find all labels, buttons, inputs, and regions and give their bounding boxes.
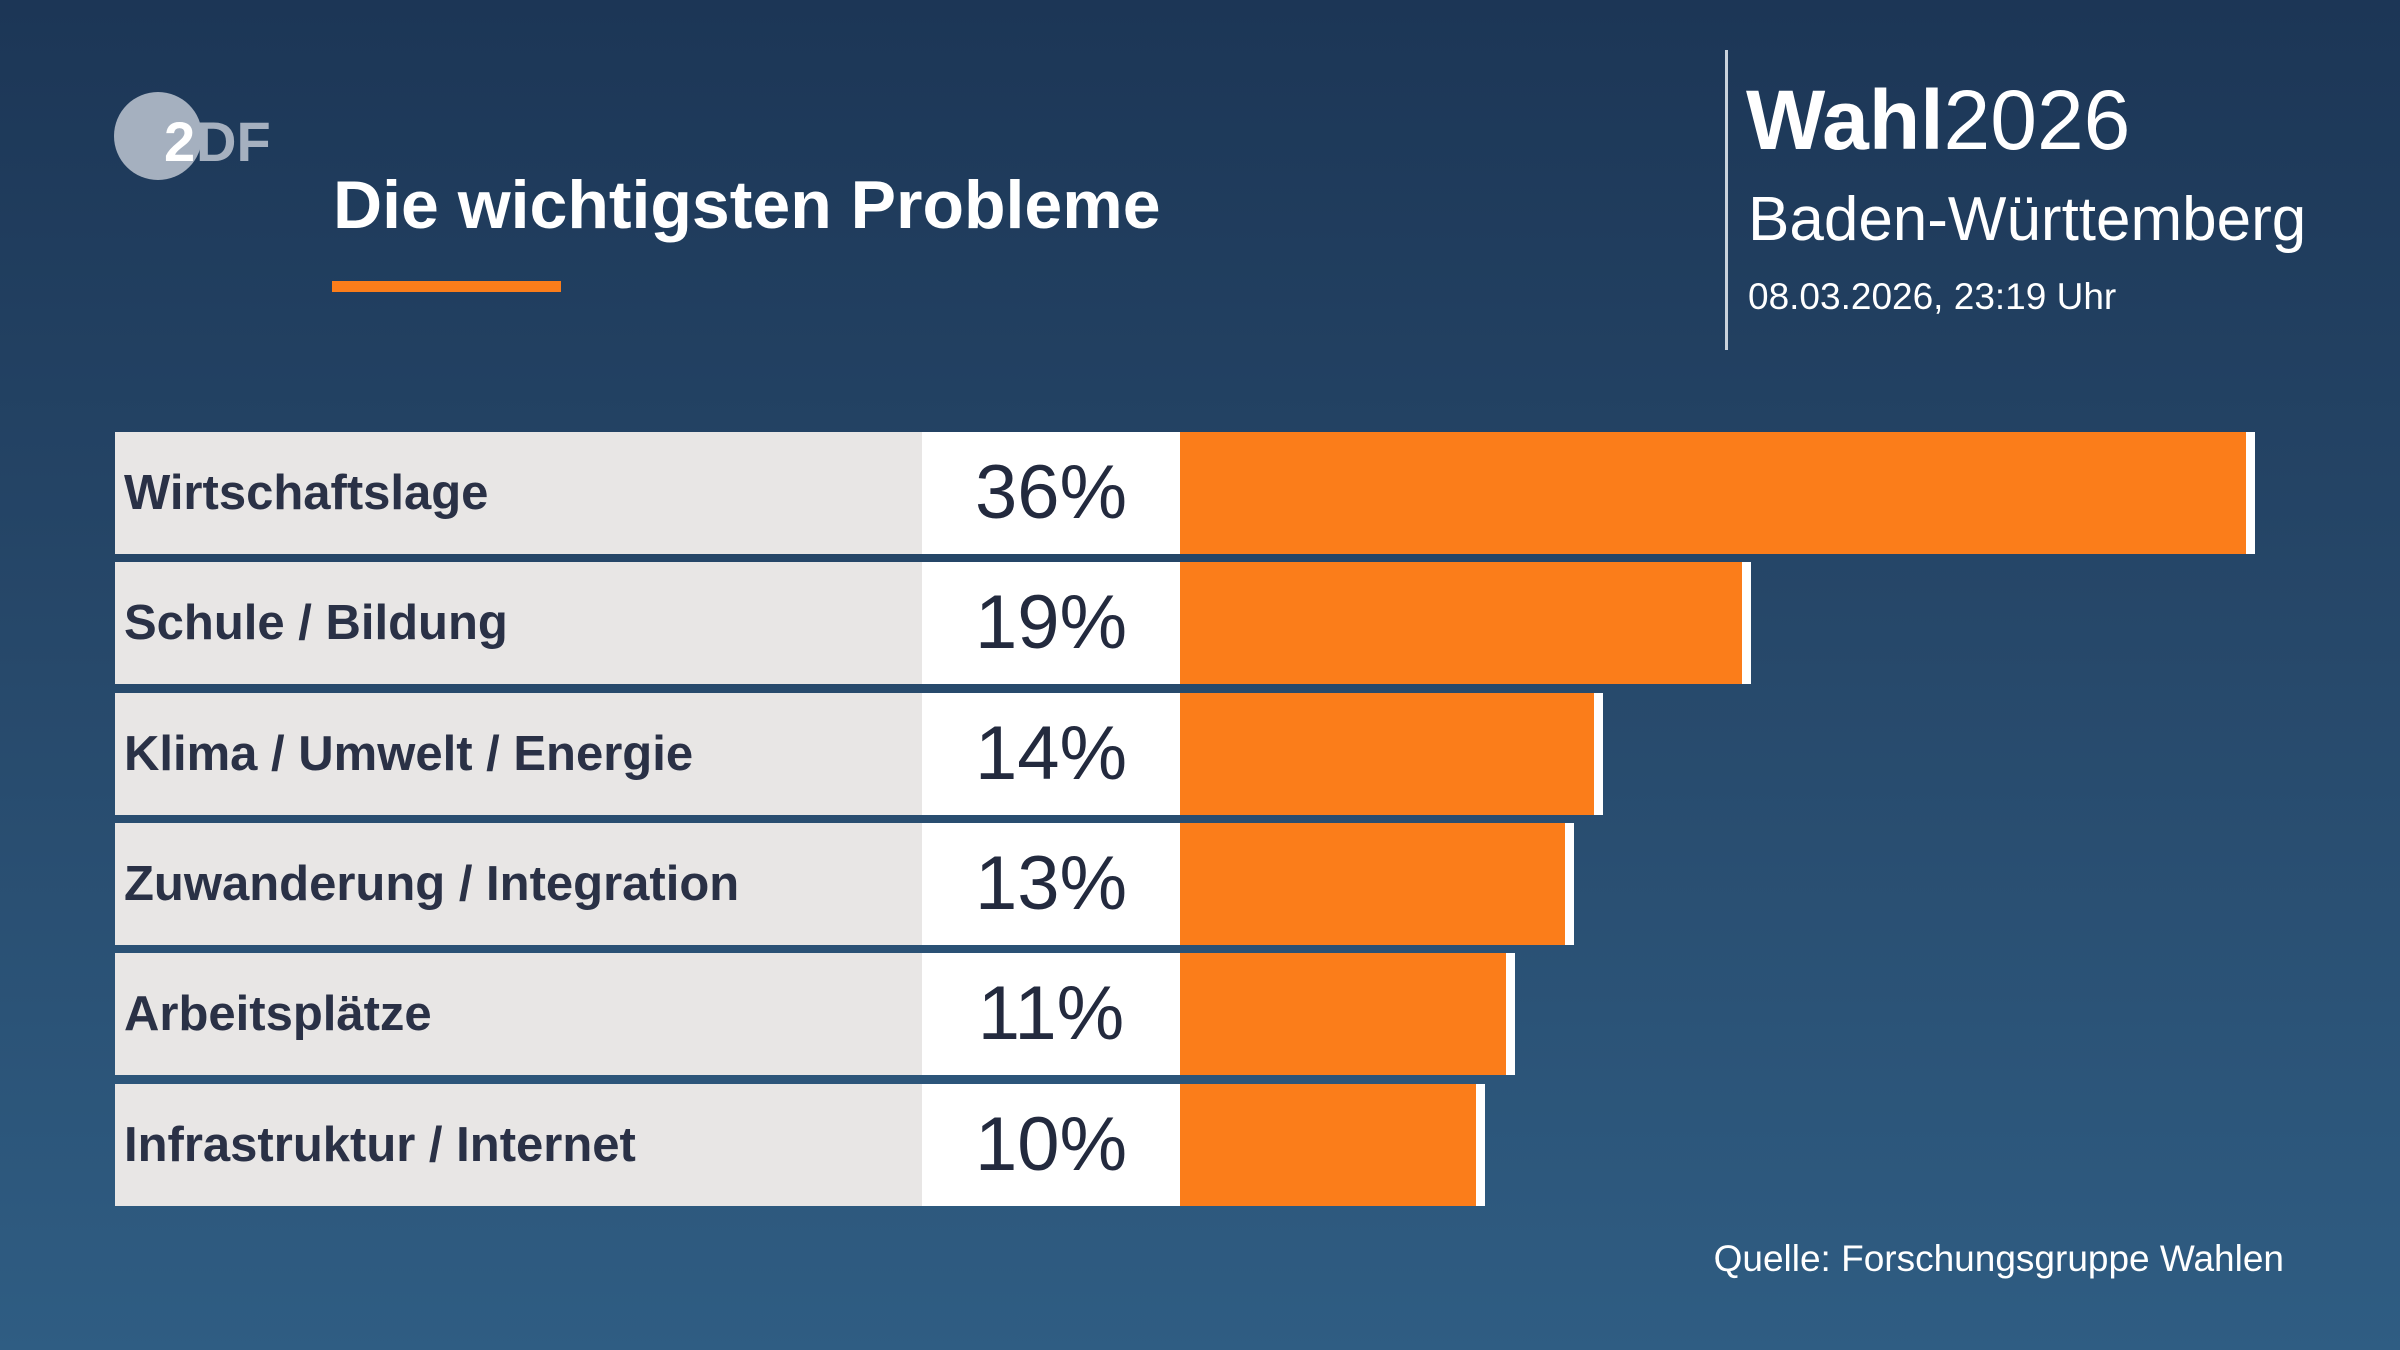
bar [1180, 1083, 1485, 1206]
value-label: 11% [922, 953, 1180, 1076]
title-underline [332, 281, 561, 292]
bar [1180, 692, 1604, 815]
bar [1180, 953, 1515, 1076]
category-label: Schule / Bildung [115, 562, 922, 685]
bar [1180, 562, 1752, 685]
category-label: Wirtschaftslage [115, 432, 922, 554]
bar [1180, 432, 2255, 554]
bar [1180, 822, 1574, 945]
value-label: 10% [922, 1083, 1180, 1206]
value-label: 14% [922, 692, 1180, 815]
value-label: 19% [922, 562, 1180, 685]
chart-title: Die wichtigsten Probleme [333, 167, 1161, 243]
region: Baden-Württemberg [1748, 185, 2307, 254]
category-label: Klima / Umwelt / Energie [115, 692, 922, 815]
category-label: Arbeitsplätze [115, 953, 922, 1076]
source: Quelle: Forschungsgruppe Wahlen [1713, 1238, 2284, 1279]
svg-text:DF: DF [196, 110, 271, 173]
value-label: 13% [922, 822, 1180, 945]
header-divider [1725, 50, 1728, 350]
election-year: 2026 [1943, 73, 2131, 167]
value-label: 36% [922, 432, 1180, 554]
timestamp: 08.03.2026, 23:19 Uhr [1748, 276, 2117, 317]
election-word: Wahl [1746, 73, 1944, 167]
category-label: Zuwanderung / Integration [115, 822, 922, 945]
svg-text:2: 2 [164, 110, 195, 173]
category-label: Infrastruktur / Internet [115, 1083, 922, 1206]
zdf-logo: 2 DF [114, 92, 271, 180]
election-title: Wahl2026 [1746, 72, 2130, 169]
